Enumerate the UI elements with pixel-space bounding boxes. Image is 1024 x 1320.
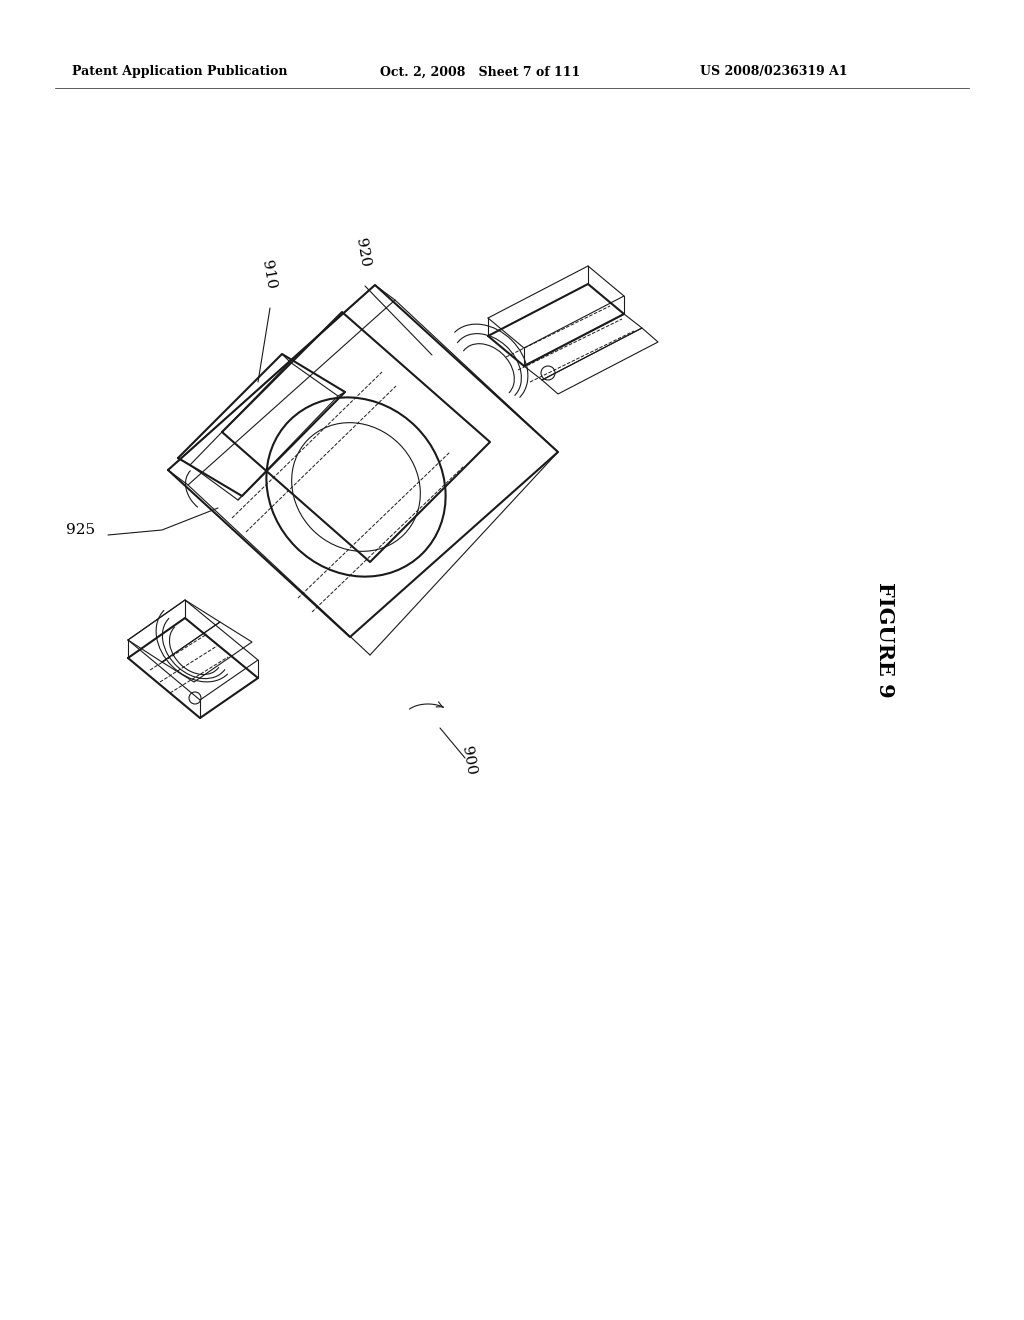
Text: 910: 910: [259, 259, 278, 290]
Text: 900: 900: [459, 744, 477, 776]
Text: Patent Application Publication: Patent Application Publication: [72, 66, 288, 78]
Text: 925: 925: [66, 523, 95, 537]
Text: US 2008/0236319 A1: US 2008/0236319 A1: [700, 66, 848, 78]
Text: FIGURE 9: FIGURE 9: [874, 582, 895, 698]
Text: Oct. 2, 2008   Sheet 7 of 111: Oct. 2, 2008 Sheet 7 of 111: [380, 66, 581, 78]
Text: 920: 920: [352, 236, 372, 268]
